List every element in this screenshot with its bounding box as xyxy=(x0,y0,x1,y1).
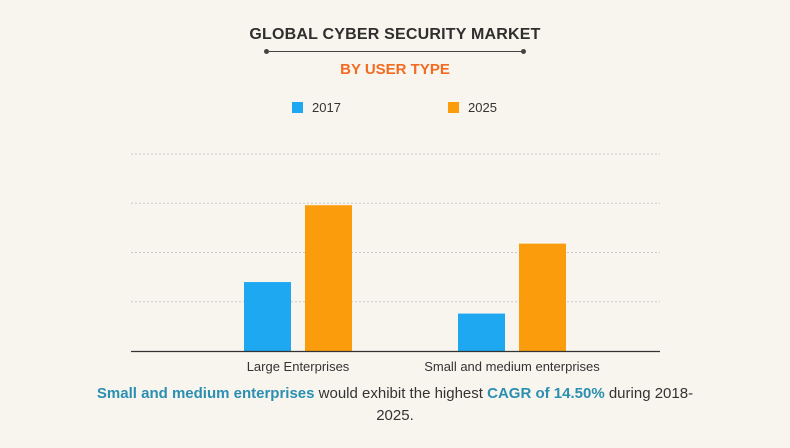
legend-swatch-2025 xyxy=(448,101,459,113)
footnote-highlight-segment: Small and medium enterprises xyxy=(96,385,315,402)
title-divider xyxy=(264,49,526,54)
legend-item-2017: 2017 xyxy=(292,99,341,115)
bar-2025-small-medium-enterprises xyxy=(519,243,566,351)
footnote-text-segment: would exhibit the highest xyxy=(314,385,488,402)
chart-subtitle: BY USER TYPE xyxy=(340,61,450,78)
footnote-end-segment: during 2018-2025. xyxy=(376,385,694,424)
x-tick-label: Large Enterprises xyxy=(247,359,350,374)
legend-item-2025: 2025 xyxy=(448,99,497,115)
footnote: Small and medium enterprises would exhib… xyxy=(95,383,695,427)
bar-2017-large-enterprises xyxy=(244,282,291,351)
chart-title: GLOBAL CYBER SECURITY MARKET xyxy=(249,26,541,43)
legend-swatch-2017 xyxy=(292,101,303,113)
legend-label-2025: 2025 xyxy=(468,99,497,115)
bar-2017-small-medium-enterprises xyxy=(458,313,505,351)
legend-label-2017: 2017 xyxy=(312,99,341,115)
footnote-cagr-segment: CAGR of 14.50% xyxy=(487,385,605,402)
bar-2025-large-enterprises xyxy=(305,205,352,351)
x-tick-label: Small and medium enterprises xyxy=(424,359,600,374)
